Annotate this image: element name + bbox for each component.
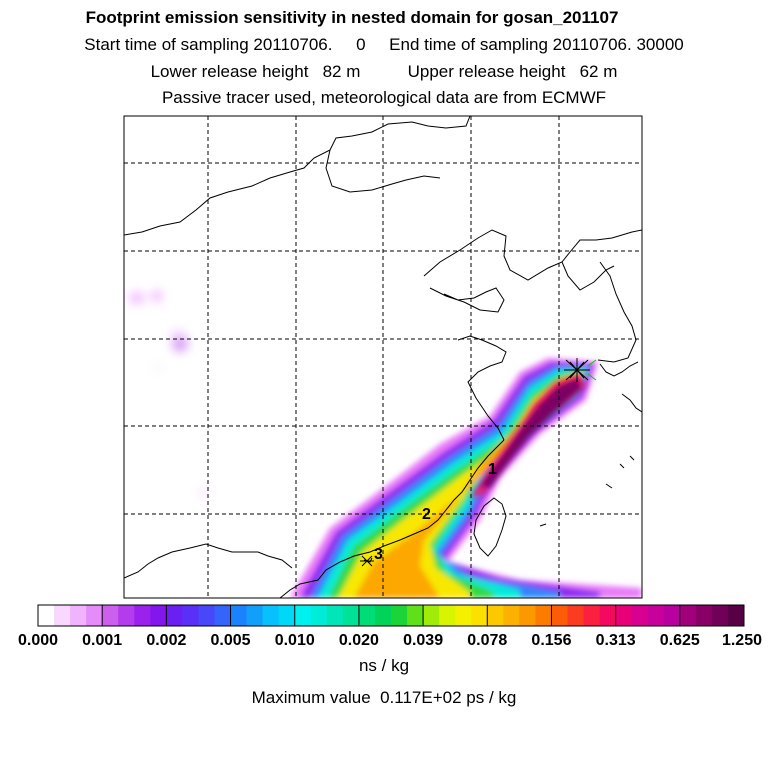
colorbar-cell [519,605,536,626]
marker-1: 1 [488,461,497,478]
colorbar-tick-label: 1.250 [722,632,762,649]
release-height-line: Lower release height 82 m Upper release … [150,62,618,81]
colorbar-unit: ns / kg [358,656,410,675]
colorbar-cell [711,605,729,626]
marker-2: 2 [422,506,431,523]
colorbar-cell [198,605,215,626]
colorbar-cell [102,605,119,626]
colorbar-tick-label: 0.625 [660,632,700,649]
colorbar-cell [439,605,456,626]
maximum-value: Maximum value 0.117E+02 ps / kg [251,688,517,707]
colorbar-cell [487,605,504,626]
colorbar-tick-label: 0.020 [339,632,379,649]
colorbar-cell [374,605,392,626]
colorbar-dividers [101,605,681,626]
colorbar-cell [615,605,633,626]
map-border [123,115,643,599]
colorbar-tick-label: 0.039 [403,632,443,649]
colorbar-tick-label: 0.156 [531,632,571,649]
colorbar-cell [326,605,344,626]
map-frame: 1 2 3 [123,115,643,599]
colorbar-cell [407,605,424,626]
figure-title: Footprint emission sensitivity in nested… [85,8,619,27]
colorbar-cell [134,605,151,626]
colorbar-tick-label: 0.005 [211,632,251,649]
colorbar-cell [647,605,665,626]
colorbar-tick-label: 0.010 [275,632,315,649]
colorbar-cell [471,605,488,626]
colorbar-cell [246,605,264,626]
colorbar-cell [727,605,745,626]
colorbar-cell [663,605,681,626]
colorbar-tick-label: 0.000 [18,632,58,649]
colorbar-labels: 0.000 0.001 0.002 0.005 0.010 0.020 0.039 0.078… [18,632,762,649]
emission-plume [129,290,642,598]
sampling-time-line: Start time of sampling 20110706. 0 End t… [84,35,684,54]
colorbar-cell [54,605,71,626]
colorbar-cell [583,605,601,626]
colorbar-cell [310,605,328,626]
colorbar-cell [423,605,440,626]
colorbar-cell [599,605,617,626]
colorbar-cell [695,605,713,626]
colorbar-cell [679,605,697,626]
colorbar-cell [294,605,312,626]
colorbar-cell [503,605,520,626]
colorbar-cell [535,605,552,626]
star-burst-icon [564,358,597,382]
colorbar-tick-label: 0.001 [82,632,122,649]
colorbar-cell [150,605,167,626]
colorbar-cell [278,605,296,626]
colorbar-cell [391,605,408,626]
colorbar-cell [166,605,183,626]
small-star-icon [360,555,374,567]
colorbar-cell [182,605,199,626]
colorbar-cell [70,605,87,626]
colorbar-cell [567,605,585,626]
colorbar [38,605,745,626]
lat-lon-grid [124,116,642,598]
colorbar-cell [118,605,135,626]
tracer-line: Passive tracer used, meteorological data… [161,88,607,107]
colorbar-cell [631,605,649,626]
colorbar-cell [342,605,360,626]
colorbar-cell [38,605,55,626]
colorbar-tick-label: 0.313 [596,632,636,649]
colorbar-cell [358,605,376,626]
colorbar-cell [262,605,280,626]
colorbar-cell [86,605,103,626]
colorbar-tick-label: 0.078 [467,632,507,649]
colorbar-cell [214,605,232,626]
colorbar-tick-label: 0.002 [146,632,186,649]
colorbar-border [37,604,745,627]
marker-3: 3 [374,546,383,563]
colorbar-cell [551,605,568,626]
colorbar-cell [455,605,472,626]
colorbar-cell [230,605,248,626]
